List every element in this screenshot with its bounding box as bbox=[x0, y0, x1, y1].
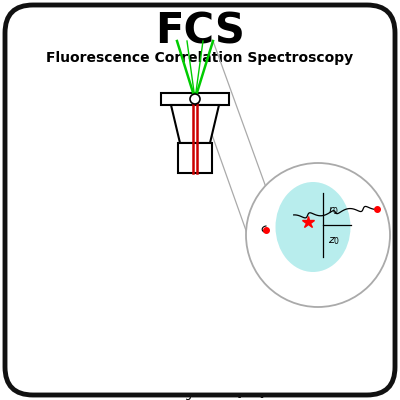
Circle shape bbox=[190, 94, 200, 104]
Text: 1/N: 1/N bbox=[75, 298, 94, 308]
Y-axis label: G(τ): G(τ) bbox=[5, 252, 18, 278]
Bar bbox=[161, 93, 229, 105]
Ellipse shape bbox=[276, 182, 350, 272]
Bar bbox=[178, 143, 212, 173]
Text: Fluorescence Correlation Spectroscopy: Fluorescence Correlation Spectroscopy bbox=[46, 51, 354, 65]
Text: FCS: FCS bbox=[155, 11, 245, 53]
FancyBboxPatch shape bbox=[5, 5, 395, 395]
Text: $r_0$: $r_0$ bbox=[328, 204, 339, 217]
Polygon shape bbox=[171, 105, 219, 143]
Circle shape bbox=[246, 163, 390, 307]
Text: $z_0$: $z_0$ bbox=[328, 235, 340, 247]
X-axis label: lag time τ [ms]: lag time τ [ms] bbox=[174, 387, 264, 400]
